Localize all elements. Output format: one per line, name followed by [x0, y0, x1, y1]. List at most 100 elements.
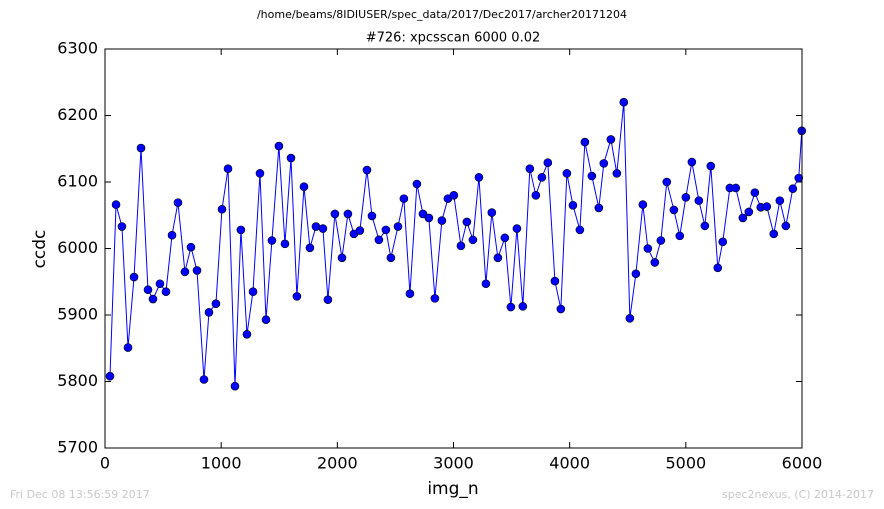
data-point	[242, 329, 252, 339]
data-point	[468, 235, 478, 245]
data-point	[323, 295, 333, 305]
data-point	[274, 141, 284, 151]
data-point	[625, 314, 635, 323]
data-point	[180, 267, 190, 277]
data-point	[318, 224, 328, 233]
data-point	[750, 188, 760, 197]
footer-right: spec2nexus, (C) 2014-2017	[722, 488, 874, 501]
x-tick-label: 5000	[665, 454, 706, 473]
data-point	[575, 225, 585, 235]
data-point	[223, 164, 233, 173]
data-point	[769, 229, 779, 239]
data-point	[167, 230, 177, 240]
y-tick-label: 6000	[57, 238, 98, 257]
x-tick-label: 0	[100, 454, 110, 473]
data-point	[399, 194, 409, 203]
x-tick-label: 6000	[782, 454, 823, 473]
data-point	[525, 164, 535, 173]
data-point	[580, 137, 590, 147]
data-point	[292, 292, 302, 301]
data-point	[374, 235, 384, 245]
data-point	[286, 153, 296, 163]
data-point	[643, 244, 653, 253]
data-point	[204, 308, 214, 317]
data-point	[762, 202, 772, 211]
footer-left: Fri Dec 08 13:56:59 2017	[10, 488, 150, 501]
data-point	[775, 196, 785, 205]
data-point	[518, 302, 528, 311]
data-point	[681, 192, 691, 202]
data-point	[731, 183, 741, 193]
data-point	[599, 159, 609, 168]
data-point	[362, 165, 372, 175]
data-point	[788, 184, 798, 193]
chart-title: #726: xpcsscan 6000 0.02	[366, 31, 541, 46]
data-point	[706, 161, 716, 171]
file-path: /home/beams/8IDIUSER/spec_data/2017/Dec2…	[257, 8, 627, 21]
data-point	[424, 213, 434, 223]
data-point	[217, 204, 227, 214]
y-tick-label: 6300	[57, 39, 98, 58]
y-tick-label: 5900	[57, 305, 98, 324]
data-point	[700, 221, 710, 231]
data-point	[136, 143, 146, 153]
x-tick-label: 4000	[549, 454, 590, 473]
data-point	[694, 196, 704, 205]
data-point	[381, 225, 391, 235]
data-point	[619, 97, 629, 107]
data-point	[355, 226, 365, 235]
y-tick-label: 5700	[57, 438, 98, 457]
data-point	[255, 169, 265, 178]
data-point	[367, 211, 377, 221]
y-tick-label: 6200	[57, 105, 98, 124]
data-point	[186, 242, 196, 252]
y-axis-label: ccdc	[30, 230, 50, 269]
data-point	[230, 381, 240, 391]
plot-frame	[104, 48, 803, 449]
data-point	[781, 221, 791, 231]
data-point	[500, 233, 510, 243]
data-point	[687, 157, 697, 167]
y-tick-label: 5800	[57, 371, 98, 390]
x-axis-label: img_n	[427, 479, 478, 499]
y-tick-label: 6100	[57, 172, 98, 191]
data-point	[506, 302, 516, 312]
data-point	[343, 209, 353, 219]
data-point	[299, 182, 309, 191]
data-point	[662, 177, 672, 187]
data-point	[738, 213, 748, 223]
data-point	[430, 294, 440, 303]
data-point	[236, 225, 246, 235]
data-point	[386, 253, 396, 263]
data-point	[161, 287, 171, 297]
data-point	[330, 209, 340, 219]
data-point	[562, 169, 572, 178]
data-point	[543, 158, 553, 168]
data-point	[412, 179, 422, 189]
data-point	[493, 253, 503, 263]
data-point	[199, 375, 209, 384]
data-point	[267, 236, 277, 245]
data-point	[631, 269, 641, 279]
data-point	[248, 287, 258, 297]
data-point	[418, 209, 428, 219]
data-line	[109, 102, 803, 387]
data-point	[192, 266, 202, 275]
data-point	[650, 258, 660, 267]
data-point	[474, 173, 484, 182]
data-point	[123, 343, 133, 352]
data-point	[148, 294, 158, 304]
data-point	[155, 279, 165, 289]
data-point	[594, 203, 604, 213]
data-point	[675, 231, 685, 241]
data-point	[531, 191, 541, 200]
data-point	[487, 208, 497, 217]
data-point	[173, 198, 183, 207]
data-point	[143, 285, 153, 295]
data-point	[261, 315, 271, 324]
x-tick-label: 2000	[317, 454, 358, 473]
data-point	[718, 237, 728, 247]
data-point	[337, 253, 347, 263]
data-point	[612, 169, 622, 178]
data-point	[713, 263, 723, 273]
